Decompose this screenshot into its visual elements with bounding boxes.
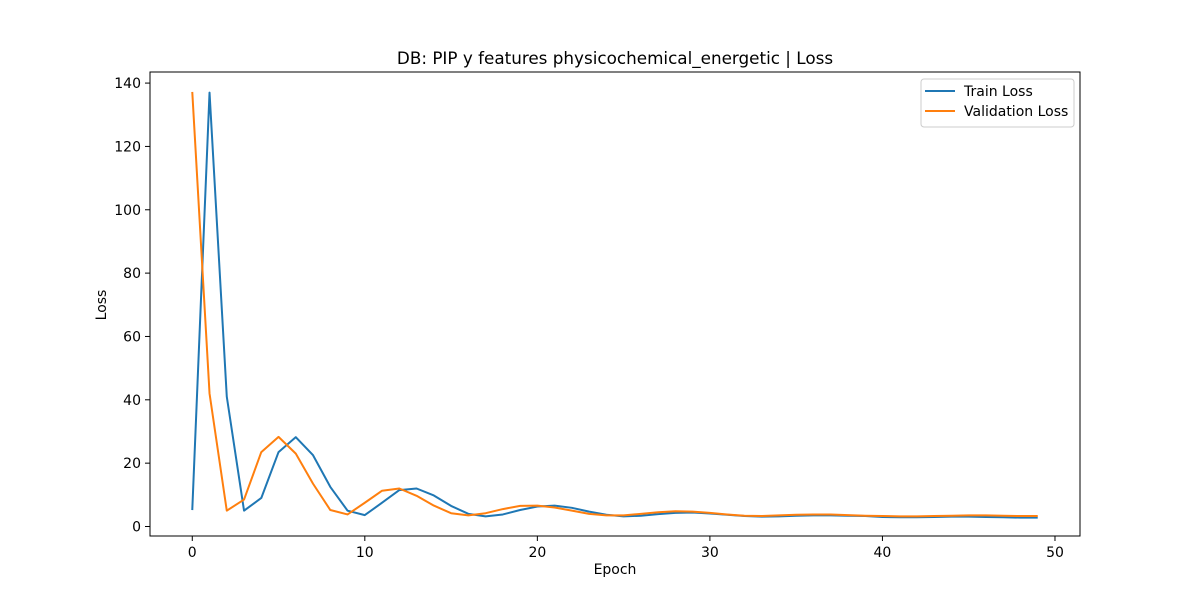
y-tick-label: 40 [123, 393, 141, 409]
x-tick-label: 10 [356, 545, 374, 561]
x-axis-ticks: 0 10 20 30 40 50 [188, 536, 1064, 561]
legend-box [920, 78, 1075, 128]
series-line-validation-loss [191, 91, 1038, 518]
legend-label-validation: Validation Loss [964, 104, 1068, 120]
y-tick-label: 100 [114, 203, 141, 219]
y-axis-label: Loss [94, 290, 110, 321]
y-tick-label: 120 [114, 139, 141, 155]
plot-frame [149, 71, 1081, 537]
series-line-train-loss [191, 91, 1038, 519]
y-tick-label: 60 [123, 329, 141, 345]
legend-label-train: Train Loss [963, 84, 1033, 100]
chart-title: DB: PIP y features physicochemical_energ… [397, 48, 833, 69]
x-tick-label: 20 [528, 545, 546, 561]
y-tick-label: 0 [132, 519, 141, 535]
x-axis-label: Epoch [594, 562, 637, 578]
series-lines [191, 91, 1038, 519]
x-tick-label: 40 [874, 545, 892, 561]
y-axis-ticks: 0 20 40 60 80 100 120 140 [114, 76, 150, 535]
x-tick-label: 30 [701, 545, 719, 561]
x-tick-label: 0 [188, 545, 197, 561]
y-tick-label: 20 [123, 456, 141, 472]
y-tick-label: 140 [114, 76, 141, 92]
y-tick-label: 80 [123, 266, 141, 282]
x-tick-label: 50 [1046, 545, 1064, 561]
legend: Train Loss Validation Loss [920, 78, 1075, 128]
